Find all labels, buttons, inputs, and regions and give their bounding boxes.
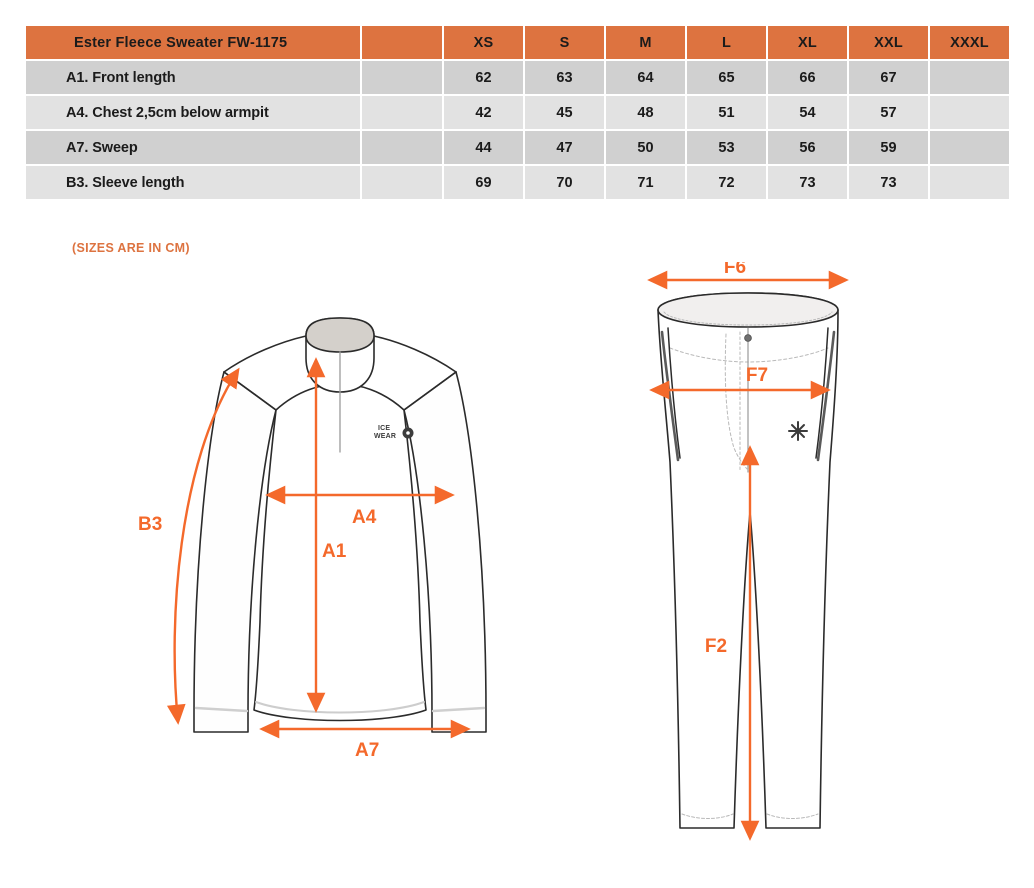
garment-diagrams: ICE WEAR B3 A4 A1	[0, 262, 1034, 888]
spacer-cell	[362, 96, 442, 129]
value-cell: 67	[849, 61, 928, 94]
value-cell: 51	[687, 96, 766, 129]
sweater-body	[253, 383, 427, 722]
value-cell: 45	[525, 96, 604, 129]
value-cell: 44	[444, 131, 523, 164]
value-cell: 56	[768, 131, 847, 164]
value-cell: 71	[606, 166, 685, 199]
pants-illustration: F6 F7 F2	[647, 262, 849, 841]
waist-button-icon	[744, 334, 752, 342]
size-header-s: S	[525, 26, 604, 59]
measure-label-f7: F7	[746, 365, 768, 386]
measure-label: A7. Sweep	[26, 131, 360, 164]
value-cell: 57	[849, 96, 928, 129]
measure-label-b3: B3	[138, 514, 162, 535]
sizes-unit-note: (SIZES ARE IN CM)	[72, 241, 190, 255]
table-row: B3. Sleeve length 69 70 71 72 73 73	[26, 166, 1009, 199]
value-cell	[930, 131, 1009, 164]
size-header-xxl: XXL	[849, 26, 928, 59]
b3-sleeve-length-arrow: B3	[138, 367, 240, 725]
measure-label-f2: F2	[705, 636, 727, 657]
measure-label-a4: A4	[352, 507, 377, 528]
value-cell: 64	[606, 61, 685, 94]
a1-front-length-arrow: A1	[306, 357, 347, 713]
value-cell: 42	[444, 96, 523, 129]
measure-label: B3. Sleeve length	[26, 166, 360, 199]
table-row: A1. Front length 62 63 64 65 66 67	[26, 61, 1009, 94]
f6-waist-arrow: F6	[647, 262, 849, 290]
ice-wear-logo: ICE WEAR	[374, 425, 414, 440]
logo-mark-center	[406, 431, 410, 435]
table-header: Ester Fleece Sweater FW-1175 XS S M L XL…	[26, 26, 1009, 59]
value-cell: 65	[687, 61, 766, 94]
size-header-xl: XL	[768, 26, 847, 59]
waistband	[657, 292, 839, 328]
size-header-xs: XS	[444, 26, 523, 59]
value-cell	[930, 166, 1009, 199]
a7-sweep-arrow: A7	[259, 719, 471, 761]
right-cuff	[431, 706, 486, 713]
measure-label: A1. Front length	[26, 61, 360, 94]
collar-inside	[305, 317, 375, 353]
left-shoulder-seam	[223, 335, 307, 373]
snowflake-icon	[788, 421, 808, 441]
value-cell: 53	[687, 131, 766, 164]
spacer-header	[362, 26, 442, 59]
size-header-m: M	[606, 26, 685, 59]
size-header-xxxl: XXXL	[930, 26, 1009, 59]
hem-line	[255, 701, 425, 714]
value-cell: 73	[768, 166, 847, 199]
measure-label-a1: A1	[322, 541, 347, 562]
right-hem-stitch	[766, 813, 819, 819]
measure-label-f6: F6	[724, 262, 746, 278]
size-chart-table-container: Ester Fleece Sweater FW-1175 XS S M L XL…	[24, 24, 1010, 201]
size-header-l: L	[687, 26, 766, 59]
value-cell: 62	[444, 61, 523, 94]
value-cell: 47	[525, 131, 604, 164]
measure-label-a7: A7	[355, 740, 379, 761]
logo-text-ice: ICE	[378, 425, 390, 432]
logo-text-wear: WEAR	[374, 433, 396, 440]
value-cell: 50	[606, 131, 685, 164]
product-title-header: Ester Fleece Sweater FW-1175	[26, 26, 360, 59]
value-cell: 66	[768, 61, 847, 94]
f2-inseam-arrow: F2	[705, 445, 760, 841]
value-cell: 73	[849, 166, 928, 199]
value-cell	[930, 96, 1009, 129]
spacer-cell	[362, 131, 442, 164]
spacer-cell	[362, 166, 442, 199]
value-cell: 72	[687, 166, 766, 199]
f7-hip-arrow: F7	[649, 365, 831, 400]
left-hem-stitch	[681, 813, 734, 819]
value-cell: 70	[525, 166, 604, 199]
value-cell	[930, 61, 1009, 94]
value-cell: 63	[525, 61, 604, 94]
value-cell: 48	[606, 96, 685, 129]
size-chart-table: Ester Fleece Sweater FW-1175 XS S M L XL…	[24, 24, 1011, 201]
spacer-cell	[362, 61, 442, 94]
header-row: Ester Fleece Sweater FW-1175 XS S M L XL…	[26, 26, 1009, 59]
table-body: A1. Front length 62 63 64 65 66 67 A4. C…	[26, 61, 1009, 199]
right-shoulder-seam	[373, 335, 457, 373]
value-cell: 54	[768, 96, 847, 129]
a4-chest-arrow: A4	[265, 485, 455, 528]
table-row: A4. Chest 2,5cm below armpit 42 45 48 51…	[26, 96, 1009, 129]
value-cell: 59	[849, 131, 928, 164]
right-armhole	[403, 371, 457, 411]
fleece-sweater-illustration: ICE WEAR B3 A4 A1	[138, 317, 487, 761]
value-cell: 69	[444, 166, 523, 199]
table-row: A7. Sweep 44 47 50 53 56 59	[26, 131, 1009, 164]
waistband-stitch	[663, 311, 833, 326]
measure-label: A4. Chest 2,5cm below armpit	[26, 96, 360, 129]
fly-curve	[724, 333, 751, 473]
